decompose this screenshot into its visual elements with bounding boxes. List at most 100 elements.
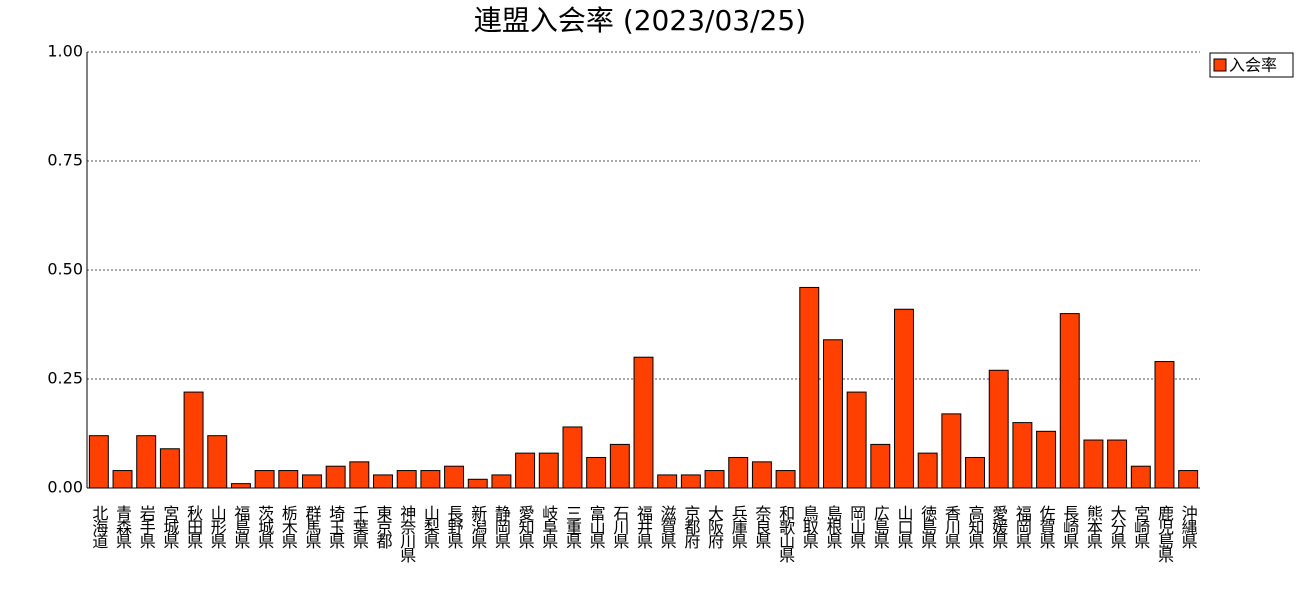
x-tick-label: 北海道 bbox=[89, 505, 108, 549]
x-tick-label: 山口県 bbox=[894, 505, 913, 549]
x-tick-label: 岐阜県 bbox=[539, 505, 558, 549]
x-tick-label: 山形県 bbox=[208, 505, 227, 549]
bar bbox=[515, 452, 536, 489]
x-tick-label: 大阪府 bbox=[705, 505, 724, 550]
x-tick-label: 福井県 bbox=[634, 505, 653, 549]
bar bbox=[917, 452, 938, 489]
bar bbox=[420, 470, 441, 489]
bar bbox=[586, 456, 607, 489]
bar bbox=[680, 474, 701, 489]
bar bbox=[633, 356, 654, 489]
x-tick-label: 大分県 bbox=[1108, 505, 1127, 549]
bar bbox=[467, 478, 488, 489]
bar bbox=[183, 391, 204, 489]
x-tick-label: 和歌山県 bbox=[776, 505, 795, 563]
legend-swatch bbox=[1213, 58, 1227, 72]
x-tick-label: 宮城県 bbox=[160, 505, 179, 549]
bar bbox=[207, 435, 228, 489]
bar bbox=[1083, 439, 1104, 489]
x-tick-label: 静岡県 bbox=[492, 505, 511, 549]
x-tick-label: 神奈川県 bbox=[397, 505, 416, 563]
bar bbox=[822, 339, 843, 489]
x-tick-label: 鹿児島県 bbox=[1155, 505, 1174, 563]
bar bbox=[1130, 465, 1151, 489]
x-tick-label: 埼玉県 bbox=[326, 505, 345, 549]
x-tick-label: 滋賀県 bbox=[658, 505, 677, 549]
x-tick-label: 宮崎県 bbox=[1131, 505, 1150, 549]
x-tick-label: 沖縄県 bbox=[1179, 505, 1198, 549]
bar bbox=[254, 470, 275, 489]
bar bbox=[657, 474, 678, 489]
bar bbox=[1154, 361, 1175, 489]
bar bbox=[775, 470, 796, 489]
x-tick-label: 千葉県 bbox=[350, 505, 369, 549]
bar bbox=[1059, 313, 1080, 489]
x-tick-label: 岡山県 bbox=[847, 505, 866, 549]
bar bbox=[159, 448, 180, 489]
bar bbox=[846, 391, 867, 489]
y-tick-label: 0.00 bbox=[47, 478, 83, 497]
x-tick-label: 長崎県 bbox=[1060, 505, 1079, 549]
bar bbox=[396, 470, 417, 489]
bar bbox=[894, 308, 914, 489]
legend-label: 入会率 bbox=[1229, 56, 1277, 75]
x-tick-label: 新潟県 bbox=[468, 505, 487, 549]
x-tick-label: 高知県 bbox=[966, 505, 985, 549]
bar bbox=[1107, 439, 1128, 489]
x-tick-label: 山梨県 bbox=[421, 505, 440, 549]
bar bbox=[301, 474, 322, 489]
x-tick-label: 岩手県 bbox=[137, 505, 156, 549]
bar bbox=[136, 435, 157, 489]
x-tick-label: 鳥取県 bbox=[800, 505, 819, 549]
bar bbox=[1012, 422, 1033, 489]
bar bbox=[988, 369, 1009, 489]
x-tick-label: 熊本県 bbox=[1084, 505, 1103, 549]
bar bbox=[965, 456, 986, 489]
bar bbox=[112, 470, 133, 489]
x-tick-label: 福岡県 bbox=[1013, 505, 1032, 549]
x-tick-label: 兵庫県 bbox=[729, 505, 748, 549]
chart-title: 連盟入会率 (2023/03/25) bbox=[474, 4, 806, 37]
bar bbox=[1036, 430, 1057, 489]
x-tick-label: 石川県 bbox=[610, 505, 629, 549]
bar bbox=[230, 483, 251, 489]
x-tick-label: 京都府 bbox=[681, 505, 700, 550]
x-tick-label: 香川県 bbox=[942, 505, 961, 549]
bar bbox=[278, 470, 299, 489]
x-tick-label: 群馬県 bbox=[302, 505, 321, 549]
bar bbox=[704, 470, 725, 489]
x-tick-label: 徳島県 bbox=[918, 505, 937, 549]
x-tick-label: 青森県 bbox=[113, 505, 132, 549]
bar bbox=[538, 452, 559, 489]
x-tick-label: 茨城県 bbox=[255, 505, 274, 549]
x-tick-label: 栃木県 bbox=[279, 505, 298, 549]
bar bbox=[751, 461, 772, 489]
x-tick-label: 広島県 bbox=[871, 505, 890, 549]
x-tick-label: 長野県 bbox=[445, 505, 464, 549]
bar bbox=[373, 474, 393, 489]
bar bbox=[562, 426, 583, 489]
x-tick-label: 秋田県 bbox=[184, 505, 203, 549]
x-tick-label: 愛知県 bbox=[516, 505, 535, 549]
bar bbox=[444, 465, 465, 489]
y-tick-label: 0.50 bbox=[47, 260, 83, 279]
bar bbox=[1178, 470, 1199, 489]
bar bbox=[325, 465, 346, 489]
x-tick-label: 三重県 bbox=[563, 505, 582, 549]
x-tick-label: 愛媛県 bbox=[989, 505, 1008, 549]
bar bbox=[728, 456, 749, 489]
y-tick-label: 1.00 bbox=[47, 42, 83, 61]
x-tick-label: 島根県 bbox=[823, 505, 842, 549]
bar bbox=[349, 461, 370, 489]
x-tick-label: 富山県 bbox=[587, 505, 606, 549]
x-tick-label: 奈良県 bbox=[752, 505, 771, 549]
bar bbox=[609, 443, 630, 489]
x-tick-label: 福島県 bbox=[231, 505, 250, 549]
bar bbox=[491, 474, 512, 489]
bar bbox=[941, 413, 962, 489]
bar bbox=[799, 286, 820, 489]
y-tick-label: 0.25 bbox=[47, 369, 83, 388]
x-tick-label: 東京都 bbox=[374, 505, 393, 549]
